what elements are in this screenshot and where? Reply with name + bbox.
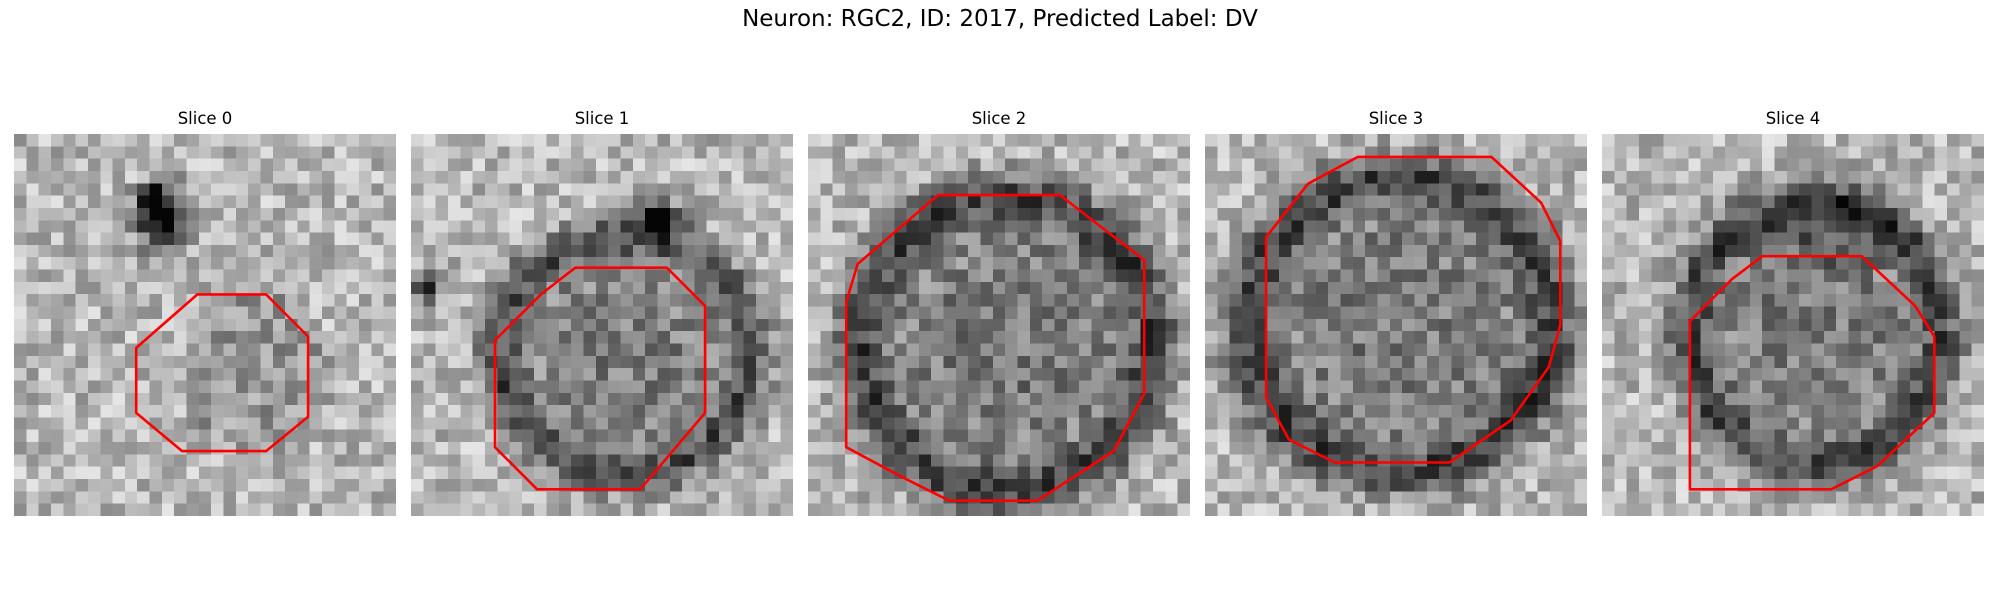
- cell-contour: [493, 266, 707, 491]
- slice-title: Slice 2: [971, 109, 1027, 128]
- slice-title: Slice 0: [177, 109, 233, 128]
- slice-panel-4: Slice 4: [1602, 108, 1984, 516]
- slice-title: Slice 4: [1765, 109, 1821, 128]
- cell-contour: [134, 293, 310, 453]
- slice-image: [411, 134, 793, 516]
- figure-title: Neuron: RGC2, ID: 2017, Predicted Label:…: [742, 6, 1258, 32]
- cell-contour: [844, 193, 1146, 503]
- slice-image: [1205, 134, 1587, 516]
- slice-image: [808, 134, 1190, 516]
- slice-title: Slice 1: [574, 109, 630, 128]
- slice-panel-1: Slice 1: [411, 108, 793, 516]
- cell-contour: [1264, 155, 1562, 464]
- slice-image: [14, 134, 396, 516]
- cell-contour: [1688, 254, 1936, 491]
- slice-panel-3: Slice 3: [1205, 108, 1587, 516]
- slice-title: Slice 3: [1368, 109, 1424, 128]
- slice-panel-2: Slice 2: [808, 108, 1190, 516]
- slice-panel-0: Slice 0: [14, 108, 396, 516]
- slice-image: [1602, 134, 1984, 516]
